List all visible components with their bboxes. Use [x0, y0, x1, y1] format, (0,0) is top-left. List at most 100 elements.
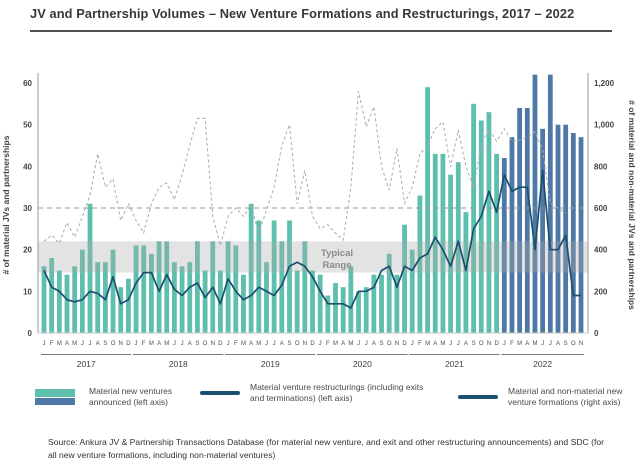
bar — [340, 287, 346, 333]
svg-text:F: F — [234, 341, 238, 347]
bar — [478, 120, 484, 333]
bar — [87, 203, 93, 333]
svg-text:O: O — [203, 341, 208, 347]
svg-text:N: N — [119, 341, 123, 347]
bar — [279, 241, 285, 333]
bars-new-ventures — [41, 74, 584, 334]
svg-text:O: O — [295, 341, 300, 347]
svg-text:J: J — [411, 341, 414, 347]
svg-text:D: D — [310, 341, 315, 347]
svg-text:800: 800 — [594, 162, 608, 171]
bar — [402, 224, 407, 333]
bar — [225, 241, 231, 333]
svg-text:S: S — [195, 341, 199, 347]
bar — [356, 291, 361, 333]
bar — [64, 274, 70, 333]
year-label: 2021 — [445, 359, 464, 369]
bar — [256, 220, 262, 333]
svg-text:J: J — [541, 341, 544, 347]
svg-text:A: A — [65, 341, 69, 347]
left-axis-ticks: 0 10 20 30 40 50 60 — [23, 79, 32, 338]
svg-text:M: M — [440, 341, 445, 347]
svg-text:J: J — [135, 341, 138, 347]
svg-text:A: A — [525, 341, 529, 347]
svg-text:D: D — [402, 341, 407, 347]
bar — [540, 128, 546, 333]
year-label: 2022 — [533, 359, 552, 369]
svg-text:A: A — [341, 341, 345, 347]
svg-text:O: O — [571, 341, 576, 347]
bar — [440, 153, 446, 333]
legend-label: Material and non-material new venture fo… — [508, 386, 623, 407]
svg-text:S: S — [380, 341, 384, 347]
bar — [425, 87, 430, 333]
svg-text:J: J — [81, 341, 84, 347]
legend-item-restructurings: Material venture restructurings (includi… — [200, 382, 435, 404]
bar — [133, 245, 139, 333]
svg-text:A: A — [464, 341, 468, 347]
chart-title: JV and Partnership Volumes – New Venture… — [30, 6, 575, 21]
svg-text:J: J — [319, 341, 322, 347]
bar — [202, 270, 208, 333]
svg-text:F: F — [418, 341, 422, 347]
svg-text:J: J — [181, 341, 184, 347]
svg-text:J: J — [549, 341, 552, 347]
svg-text:J: J — [173, 341, 176, 347]
svg-text:20: 20 — [23, 246, 32, 255]
year-label: 2020 — [353, 359, 372, 369]
svg-text:J: J — [449, 341, 452, 347]
bar — [363, 287, 369, 333]
bar — [325, 295, 331, 333]
typical-range-band — [38, 241, 588, 273]
bar — [56, 270, 62, 333]
svg-text:S: S — [472, 341, 476, 347]
svg-text:J: J — [273, 341, 276, 347]
svg-text:30: 30 — [23, 204, 32, 213]
svg-text:M: M — [425, 341, 430, 347]
year-label: 2017 — [77, 359, 96, 369]
left-axis-title: # of material JVs and partnerships — [1, 135, 11, 274]
legend-item-formations: Material and non-material new venture fo… — [458, 386, 640, 408]
bar — [294, 270, 300, 333]
bar — [118, 287, 124, 333]
bar-swatch-icon — [35, 389, 75, 405]
svg-text:N: N — [395, 341, 399, 347]
right-axis-title: # of material and non-material JVs and p… — [627, 100, 637, 310]
bar — [248, 203, 254, 333]
bar — [187, 262, 193, 333]
svg-text:A: A — [280, 341, 284, 347]
bar — [125, 278, 131, 333]
bar — [233, 245, 239, 333]
svg-text:D: D — [494, 341, 499, 347]
bar — [141, 245, 147, 333]
svg-text:F: F — [50, 341, 54, 347]
svg-text:J: J — [365, 341, 368, 347]
bar — [179, 266, 185, 333]
svg-text:O: O — [479, 341, 484, 347]
svg-text:S: S — [564, 341, 568, 347]
bar — [41, 266, 47, 333]
teal-swatch — [35, 389, 75, 397]
bar — [271, 220, 277, 333]
svg-text:F: F — [142, 341, 146, 347]
svg-text:M: M — [149, 341, 154, 347]
bar — [302, 241, 308, 333]
bar — [517, 108, 523, 333]
svg-text:M: M — [241, 341, 246, 347]
bar — [448, 174, 453, 333]
svg-text:0: 0 — [28, 329, 33, 338]
svg-text:1,000: 1,000 — [594, 121, 615, 130]
svg-text:A: A — [249, 341, 253, 347]
bar — [555, 124, 561, 333]
svg-text:50: 50 — [23, 121, 32, 130]
bar — [156, 241, 162, 333]
bar — [463, 212, 469, 333]
svg-text:A: A — [372, 341, 376, 347]
svg-text:N: N — [211, 341, 215, 347]
bar — [79, 249, 85, 333]
bar — [471, 103, 476, 333]
svg-text:J: J — [265, 341, 268, 347]
bar — [195, 241, 200, 333]
